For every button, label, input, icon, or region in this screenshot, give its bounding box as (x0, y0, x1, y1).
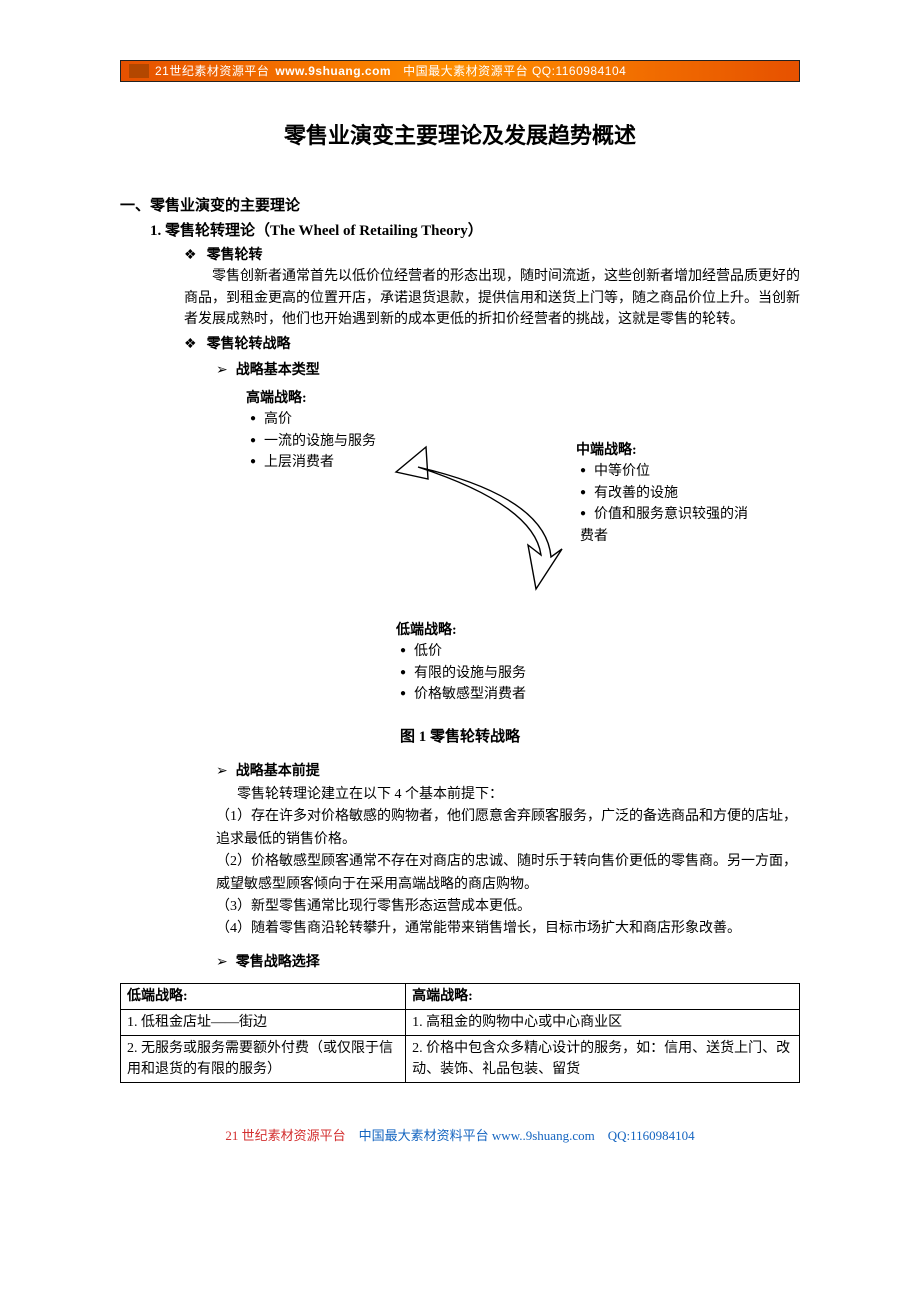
sub-heading-wheel: 零售轮转 (184, 244, 800, 264)
premise-block: 零售轮转理论建立在以下 4 个基本前提下： （1）存在许多对价格敏感的购物者，他… (216, 784, 800, 941)
header-banner: 21世纪素材资源平台 www.9shuang.com 中国最大素材资源平台 QQ… (120, 60, 800, 82)
premise-1: （1）存在许多对价格敏感的购物者，他们愿意舍弃顾客服务，广泛的备选商品和方便的店… (216, 806, 800, 851)
list-item: 高价 (250, 409, 376, 431)
list-item: 中等价位 (580, 461, 756, 483)
list-item: 有改善的设施 (580, 483, 756, 505)
list-item: 上层消费者 (250, 452, 376, 474)
document-title: 零售业演变主要理论及发展趋势概述 (120, 118, 800, 150)
table-cell: 2. 无服务或服务需要额外付费（或仅限于信用和退货的有限的服务） (121, 1035, 406, 1082)
table-cell: 2. 价格中包含众多精心设计的服务，如：信用、送货上门、改动、装饰、礼品包装、留… (406, 1035, 800, 1082)
paragraph-wheel: 零售创新者通常首先以低价位经营者的形态出现，随时间流逝，这些创新者增加经营品质更… (184, 266, 800, 331)
page-footer: 21 世纪素材资源平台 中国最大素材资料平台 www..9shuang.com … (120, 1125, 800, 1144)
sub-heading-strategy: 零售轮转战略 (184, 333, 800, 353)
premise-intro: 零售轮转理论建立在以下 4 个基本前提下： (216, 784, 800, 806)
low-strategy-title: 低端战略: (396, 619, 526, 639)
footer-url: www..9shuang.com (492, 1128, 595, 1143)
table-cell: 1. 低租金店址——街边 (121, 1009, 406, 1035)
list-item: 低价 (400, 641, 526, 663)
strategy-table: 低端战略: 高端战略: 1. 低租金店址——街边 1. 高租金的购物中心或中心商… (120, 983, 800, 1083)
list-item: 有限的设施与服务 (400, 663, 526, 685)
mid-strategy-title: 中端战略: (576, 439, 756, 459)
footer-qq: QQ:1160984104 (608, 1128, 695, 1143)
high-strategy-block: 高端战略: 高价 一流的设施与服务 上层消费者 (246, 387, 376, 474)
table-header-low: 低端战略: (121, 983, 406, 1009)
arrow-item-choice: 零售战略选择 (216, 951, 800, 971)
table-header-high: 高端战略: (406, 983, 800, 1009)
numbered-item-1: 1. 零售轮转理论（The Wheel of Retailing Theory） (150, 219, 800, 240)
footer-blue1: 中国最大素材资料平台 (359, 1128, 489, 1143)
banner-text-right: 中国最大素材资源平台 QQ:1160984104 (403, 60, 626, 82)
arrow-item-premise: 战略基本前提 (216, 760, 800, 780)
figure-caption: 图 1 零售轮转战略 (120, 725, 800, 746)
footer-red: 21 世纪素材资源平台 (225, 1128, 345, 1143)
document-page: 21世纪素材资源平台 www.9shuang.com 中国最大素材资源平台 QQ… (0, 0, 920, 1184)
curved-arrow-icon (376, 417, 586, 627)
list-item: 价值和服务意识较强的消费者 (580, 504, 756, 547)
banner-url: www.9shuang.com (275, 60, 391, 82)
strategy-diagram: 高端战略: 高价 一流的设施与服务 上层消费者 中端战略: 中等价位 有改善的设… (216, 387, 800, 717)
premise-3: （3）新型零售通常比现行零售形态运营成本更低。 (216, 896, 800, 918)
high-strategy-title: 高端战略: (246, 387, 376, 407)
table-cell: 1. 高租金的购物中心或中心商业区 (406, 1009, 800, 1035)
low-strategy-block: 低端战略: 低价 有限的设施与服务 价格敏感型消费者 (396, 619, 526, 706)
mid-strategy-block: 中端战略: 中等价位 有改善的设施 价值和服务意识较强的消费者 (576, 439, 756, 548)
table-row: 2. 无服务或服务需要额外付费（或仅限于信用和退货的有限的服务） 2. 价格中包… (121, 1035, 800, 1082)
list-item: 一流的设施与服务 (250, 431, 376, 453)
arrow-item-types: 战略基本类型 (216, 359, 800, 379)
premise-4: （4）随着零售商沿轮转攀升，通常能带来销售增长，目标市场扩大和商店形象改善。 (216, 918, 800, 940)
table-row: 低端战略: 高端战略: (121, 983, 800, 1009)
premise-2: （2）价格敏感型顾客通常不存在对商店的忠诚、随时乐于转向售价更低的零售商。另一方… (216, 851, 800, 896)
list-item: 价格敏感型消费者 (400, 684, 526, 706)
table-row: 1. 低租金店址——街边 1. 高租金的购物中心或中心商业区 (121, 1009, 800, 1035)
section-heading: 一、零售业演变的主要理论 (120, 194, 800, 215)
banner-logo (129, 64, 149, 78)
banner-text-left: 21世纪素材资源平台 (155, 60, 269, 82)
